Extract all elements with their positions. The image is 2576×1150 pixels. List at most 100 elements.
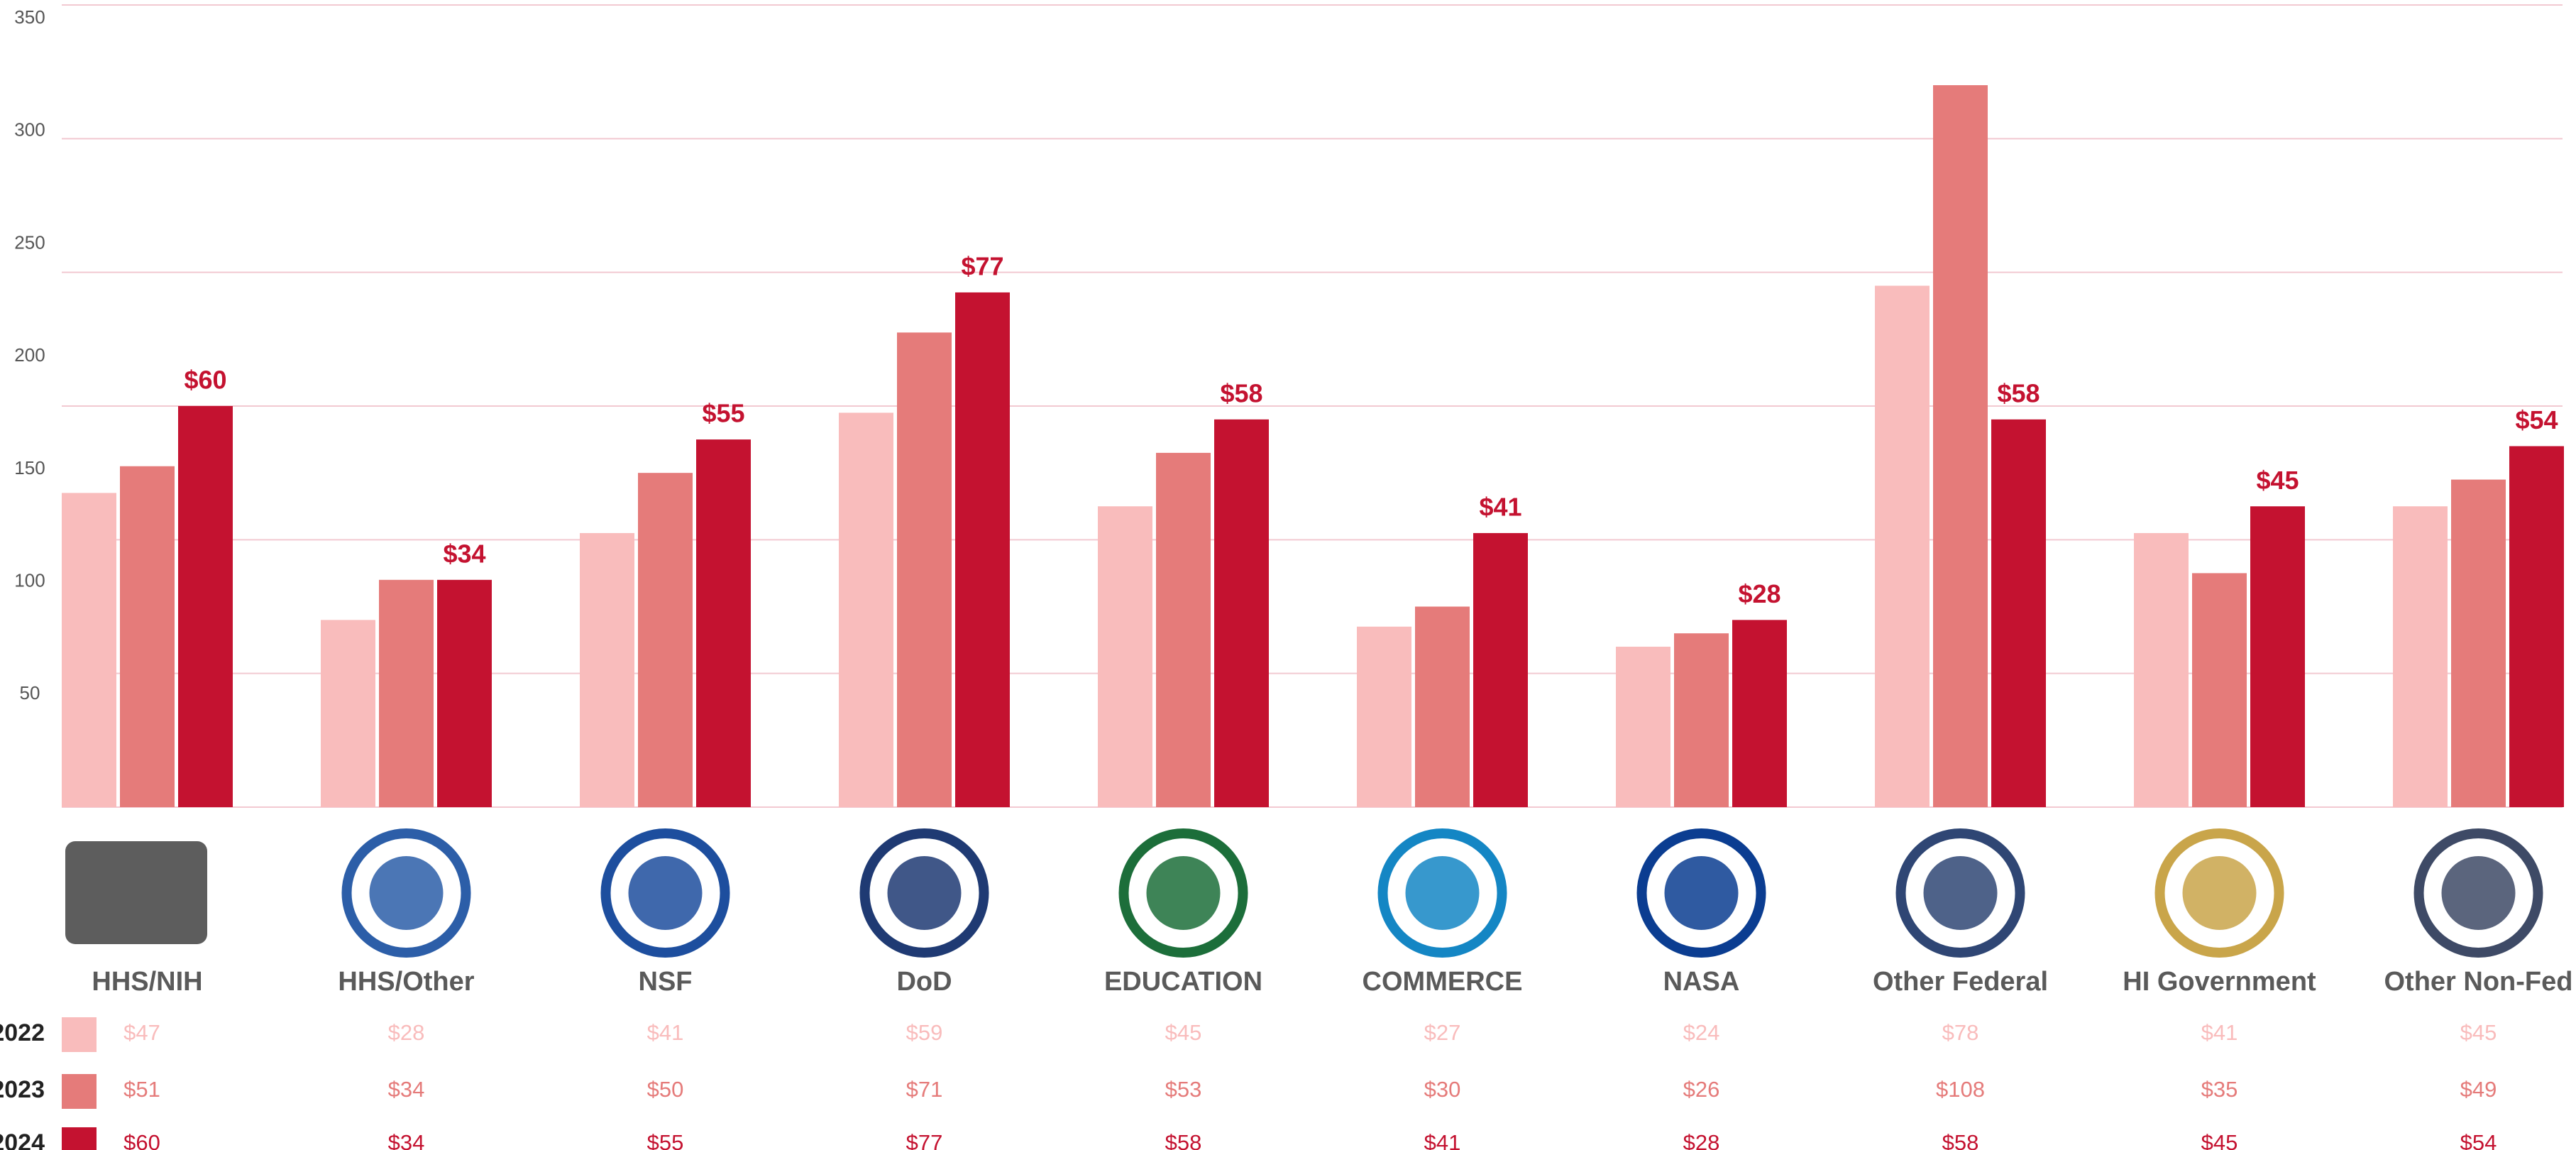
y-tick-label: 250 (14, 231, 45, 253)
table-cell: $34 (388, 1077, 425, 1102)
logo (1664, 856, 1739, 930)
bar (2134, 532, 2189, 807)
y-tick-label: 150 (14, 457, 45, 478)
bar (897, 332, 952, 808)
bar-value-label: $28 (1738, 579, 1780, 608)
bar (2451, 479, 2506, 807)
table-cell: $28 (388, 1020, 425, 1045)
bar (2393, 506, 2448, 807)
bar (2509, 446, 2564, 807)
x-tick-label: HHS/Other (338, 967, 474, 997)
y-tick-label: 300 (14, 119, 45, 141)
table-cell: $50 (647, 1077, 684, 1102)
legend-swatch (62, 1017, 97, 1052)
table-cell: $41 (1424, 1130, 1461, 1150)
legend-label: 2022 (0, 1019, 45, 1046)
logo (1146, 856, 1221, 930)
table-cell: $34 (388, 1130, 425, 1150)
table-cell: $24 (1683, 1020, 1720, 1045)
bar-value-label: $54 (2515, 405, 2558, 434)
table-cell: $41 (2201, 1020, 2238, 1045)
x-tick-label: Other Federal (1873, 967, 2048, 997)
x-tick-label: HHS/NIH (92, 967, 202, 997)
bar (1415, 606, 1470, 807)
bar (321, 620, 375, 807)
table-cell: $60 (123, 1130, 160, 1150)
table-cell: $45 (2201, 1130, 2238, 1150)
table-cell: $71 (906, 1077, 943, 1102)
table-cell: $51 (123, 1077, 160, 1102)
bar-value-label: $58 (1220, 378, 1262, 407)
bar (1991, 419, 2046, 807)
table-cell: $58 (1942, 1130, 1979, 1150)
bar (638, 473, 693, 807)
bar (839, 412, 893, 807)
bar (1933, 85, 1988, 807)
bar-value-label: $34 (443, 539, 485, 568)
table-cell: $45 (2460, 1020, 2497, 1045)
x-tick-label: EDUCATION (1104, 967, 1262, 997)
legend-swatch (62, 1127, 97, 1150)
table-cell: $108 (1936, 1077, 1985, 1102)
y-tick-label: 200 (14, 344, 45, 366)
logo (1923, 856, 1998, 930)
bar-value-label: $58 (1997, 378, 2040, 407)
bar-value-label: $77 (961, 251, 1003, 280)
logo (369, 856, 444, 930)
logo (2182, 856, 2257, 930)
table-cell: $58 (1165, 1130, 1202, 1150)
bar-value-label: $41 (1479, 492, 1521, 521)
x-tick-label: COMMERCE (1363, 967, 1523, 997)
x-tick-label: Other Non-Fed (2384, 967, 2573, 997)
logo (65, 841, 207, 944)
bar (1098, 506, 1152, 807)
bar (178, 406, 233, 807)
table-cell: $30 (1424, 1077, 1461, 1102)
table-cell: $27 (1424, 1020, 1461, 1045)
legend-label: 2024 (0, 1129, 45, 1150)
x-tick-label: NSF (639, 967, 693, 997)
bar-value-label: $55 (702, 399, 744, 428)
logo (887, 856, 962, 930)
bar (696, 439, 751, 807)
table-cell: $55 (647, 1130, 684, 1150)
bar-value-label: $60 (184, 366, 226, 395)
table-cell: $45 (1165, 1020, 1202, 1045)
bar (1357, 626, 1411, 807)
bar (2250, 506, 2305, 807)
bar (1674, 633, 1729, 807)
table-cell: $26 (1683, 1077, 1720, 1102)
bar (437, 579, 492, 807)
x-tick-label: NASA (1663, 967, 1740, 997)
y-tick-label: 50 (20, 682, 40, 703)
bar (1616, 647, 1670, 807)
bar (1214, 419, 1269, 807)
bar (1473, 532, 1528, 807)
x-tick-label: DoD (896, 967, 952, 997)
logo (1405, 856, 1480, 930)
bar-value-label: $45 (2256, 466, 2299, 495)
table-cell: $54 (2460, 1130, 2497, 1150)
legend-label: 2023 (0, 1076, 45, 1103)
bar (2192, 573, 2247, 807)
y-tick-label: 100 (14, 569, 45, 591)
bar (120, 466, 175, 807)
bar (379, 579, 434, 807)
logo (628, 856, 703, 930)
bar (1732, 620, 1787, 807)
table-cell: $59 (906, 1020, 943, 1045)
table-cell: $53 (1165, 1077, 1202, 1102)
bar (1875, 285, 1930, 807)
bar (1156, 452, 1211, 807)
y-tick-label: 350 (14, 6, 45, 28)
table-cell: $47 (123, 1020, 160, 1045)
logo (2441, 856, 2516, 930)
bar (580, 532, 634, 807)
table-cell: $77 (906, 1130, 943, 1150)
x-tick-label: HI Government (2123, 967, 2316, 997)
bar (62, 493, 116, 807)
table-cell: $35 (2201, 1077, 2238, 1102)
bar (955, 292, 1010, 808)
